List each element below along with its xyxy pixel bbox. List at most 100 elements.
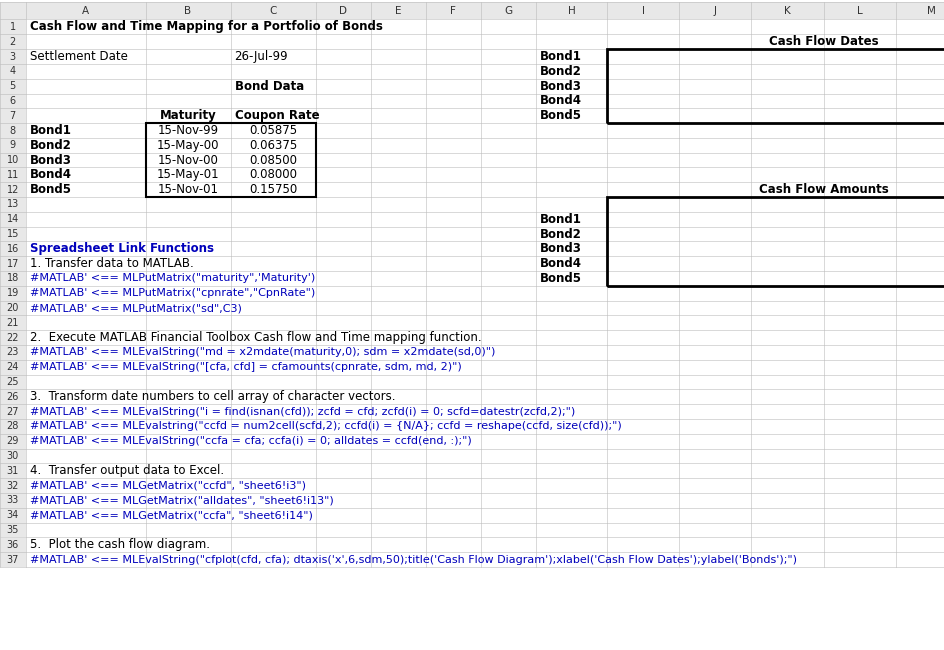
Bar — [0, 94, 25, 109]
Text: #MATLAB' <== MLGetMatrix("ccfa", "sheet6!i14"): #MATLAB' <== MLGetMatrix("ccfa", "sheet6… — [29, 510, 312, 520]
Text: Bond3: Bond3 — [539, 79, 581, 92]
Bar — [0, 2, 944, 567]
Bar — [0, 538, 25, 552]
Text: C: C — [269, 6, 277, 16]
Text: Bond1: Bond1 — [29, 124, 72, 137]
Bar — [145, 123, 315, 197]
Text: 19: 19 — [7, 289, 19, 298]
Text: #MATLAB' <== MLEvalstring("ccfd = num2cell(scfd,2); ccfd(i) = {N/A}; ccfd = resh: #MATLAB' <== MLEvalstring("ccfd = num2ce… — [29, 421, 620, 432]
Bar — [0, 49, 25, 64]
Text: Bond Data: Bond Data — [234, 79, 303, 92]
Text: Bond4: Bond4 — [539, 94, 581, 107]
Text: 32: 32 — [7, 481, 19, 491]
Bar — [0, 79, 25, 94]
Bar — [0, 552, 25, 567]
Text: 18: 18 — [7, 274, 19, 283]
Text: M: M — [926, 6, 935, 16]
Text: E: E — [395, 6, 401, 16]
Bar — [0, 419, 25, 434]
Text: #MATLAB' <== MLEvalString("ccfa = cfa; ccfa(i) = 0; alldates = ccfd(end, :);"): #MATLAB' <== MLEvalString("ccfa = cfa; c… — [29, 436, 471, 447]
Text: 11: 11 — [7, 170, 19, 180]
Bar — [0, 508, 25, 523]
Text: 4.  Transfer output data to Excel.: 4. Transfer output data to Excel. — [29, 464, 224, 477]
Text: F: F — [449, 6, 455, 16]
Text: 1. Transfer data to MATLAB.: 1. Transfer data to MATLAB. — [29, 257, 193, 270]
Text: Settlement Date: Settlement Date — [29, 50, 127, 63]
Text: 6: 6 — [9, 96, 16, 106]
Text: 33: 33 — [7, 495, 19, 506]
Text: 2: 2 — [9, 36, 16, 47]
Text: Bond3: Bond3 — [539, 242, 581, 255]
Text: H: H — [567, 6, 575, 16]
Text: 35: 35 — [7, 525, 19, 535]
Bar — [0, 153, 25, 168]
Text: 23: 23 — [7, 348, 19, 358]
Text: 15: 15 — [7, 229, 19, 239]
Bar — [0, 315, 25, 330]
Text: L: L — [855, 6, 862, 16]
Text: K: K — [784, 6, 790, 16]
Bar — [0, 330, 25, 345]
Text: 8: 8 — [9, 125, 16, 135]
Text: #MATLAB' <== MLGetMatrix("ccfd", "sheet6!i3"): #MATLAB' <== MLGetMatrix("ccfd", "sheet6… — [29, 481, 305, 491]
Text: 37: 37 — [7, 554, 19, 565]
Text: B: B — [184, 6, 192, 16]
Text: Maturity: Maturity — [160, 109, 216, 122]
Bar — [607, 49, 944, 123]
Bar — [0, 286, 25, 301]
Bar — [0, 434, 25, 448]
Text: 0.05875: 0.05875 — [248, 124, 296, 137]
Text: I: I — [641, 6, 645, 16]
Text: 0.08500: 0.08500 — [248, 153, 296, 166]
Text: 22: 22 — [7, 333, 19, 343]
Bar — [0, 197, 25, 212]
Text: #MATLAB' <== MLEvalString("cfplot(cfd, cfa); dtaxis('x',6,sdm,50);title('Cash Fl: #MATLAB' <== MLEvalString("cfplot(cfd, c… — [29, 554, 796, 565]
Text: Bond5: Bond5 — [29, 183, 72, 196]
Bar — [0, 404, 25, 419]
Bar — [0, 463, 25, 478]
Text: 15-Nov-00: 15-Nov-00 — [158, 153, 218, 166]
Bar — [607, 197, 944, 286]
Text: Bond2: Bond2 — [29, 139, 72, 152]
Text: 34: 34 — [7, 510, 19, 520]
Text: 25: 25 — [7, 377, 19, 387]
Text: 5: 5 — [9, 81, 16, 91]
Text: 24: 24 — [7, 362, 19, 372]
Bar — [0, 242, 25, 256]
Text: 3: 3 — [9, 51, 16, 62]
Bar — [0, 168, 25, 182]
Text: 10: 10 — [7, 155, 19, 165]
Text: Bond5: Bond5 — [539, 109, 581, 122]
Text: 15-May-00: 15-May-00 — [157, 139, 219, 152]
Text: 0.15750: 0.15750 — [248, 183, 296, 196]
Bar — [0, 301, 25, 315]
Text: 15-May-01: 15-May-01 — [157, 168, 219, 181]
Bar — [0, 271, 25, 286]
Text: Bond1: Bond1 — [539, 213, 581, 226]
Text: 26: 26 — [7, 392, 19, 402]
Text: Bond5: Bond5 — [539, 272, 581, 285]
Text: #MATLAB' <== MLEvalString("i = find(isnan(cfd)); zcfd = cfd; zcfd(i) = 0; scfd=d: #MATLAB' <== MLEvalString("i = find(isna… — [29, 407, 574, 417]
Text: 3.  Transform date numbers to cell array of character vectors.: 3. Transform date numbers to cell array … — [29, 391, 395, 404]
Bar — [0, 227, 25, 242]
Text: 14: 14 — [7, 214, 19, 224]
Text: #MATLAB' <== MLPutMatrix("cpnrate","CpnRate"): #MATLAB' <== MLPutMatrix("cpnrate","CpnR… — [29, 289, 314, 298]
Text: Spreadsheet Link Functions: Spreadsheet Link Functions — [29, 242, 213, 255]
Bar — [0, 374, 25, 389]
Text: A: A — [82, 6, 89, 16]
Text: 0.06375: 0.06375 — [248, 139, 296, 152]
Text: #MATLAB' <== MLPutMatrix("sd",C3): #MATLAB' <== MLPutMatrix("sd",C3) — [29, 303, 241, 313]
Bar — [0, 138, 25, 153]
Bar — [0, 345, 25, 360]
Bar — [0, 123, 25, 138]
Text: J: J — [714, 6, 716, 16]
Text: Cash Flow and Time Mapping for a Portfolio of Bonds: Cash Flow and Time Mapping for a Portfol… — [29, 20, 382, 33]
Text: Bond4: Bond4 — [29, 168, 72, 181]
Text: 7: 7 — [9, 111, 16, 121]
Text: 2.  Execute MATLAB Financial Toolbox Cash flow and Time mapping function.: 2. Execute MATLAB Financial Toolbox Cash… — [29, 332, 480, 344]
Text: Bond1: Bond1 — [539, 50, 581, 63]
Text: #MATLAB' <== MLEvalString("md = x2mdate(maturity,0); sdm = x2mdate(sd,0)"): #MATLAB' <== MLEvalString("md = x2mdate(… — [29, 348, 495, 358]
Text: Bond2: Bond2 — [539, 65, 581, 78]
Text: Cash Flow Amounts: Cash Flow Amounts — [758, 183, 887, 196]
Bar — [0, 34, 25, 49]
